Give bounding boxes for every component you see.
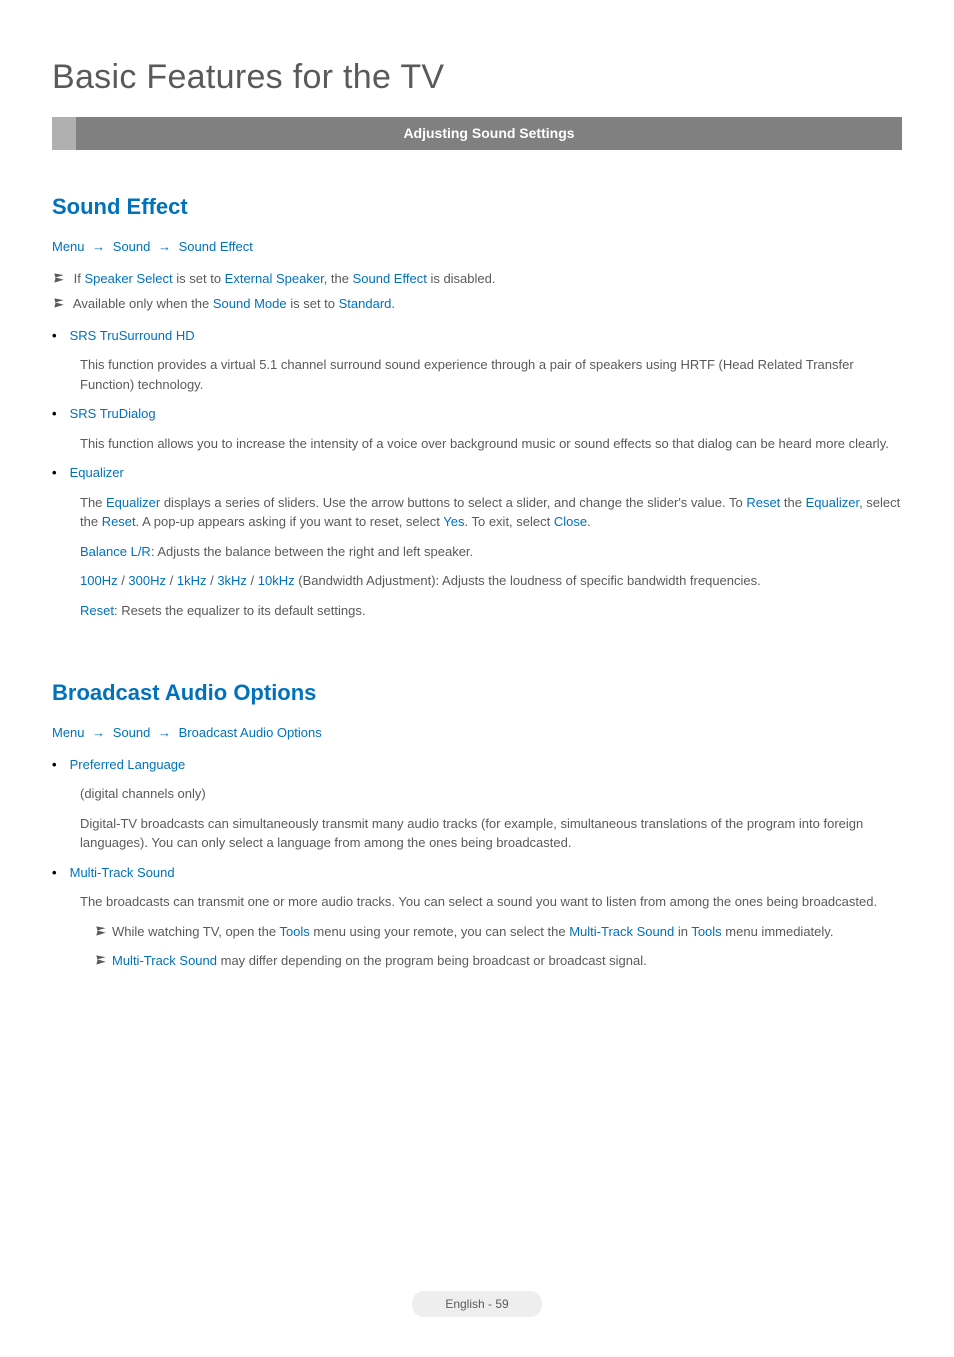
note-text: If Speaker Select is set to External Spe… [74, 271, 496, 286]
note-tools-menu: While watching TV, open the Tools menu u… [94, 922, 902, 942]
note-icon [52, 271, 66, 285]
section-bar: Adjusting Sound Settings [52, 117, 902, 150]
reset-para: Reset: Resets the equalizer to its defau… [80, 601, 902, 621]
arrow-icon: → [88, 239, 109, 254]
list-item-preferred-language: Preferred Language (digital channels onl… [66, 755, 902, 853]
item-para: This function allows you to increase the… [80, 434, 902, 454]
item-para: Digital-TV broadcasts can simultaneously… [80, 814, 902, 853]
note-text: Available only when the Sound Mode is se… [73, 296, 395, 311]
item-sub: (digital channels only) [80, 784, 902, 804]
bands-para: 100Hz / 300Hz / 1kHz / 3kHz / 10kHz (Ban… [80, 571, 902, 591]
item-para: This function provides a virtual 5.1 cha… [80, 355, 902, 394]
breadcrumb-sound-effect: Sound Effect [179, 239, 253, 254]
note-text: While watching TV, open the Tools menu u… [112, 922, 902, 942]
chapter-title: Basic Features for the TV [52, 52, 902, 103]
list-item-multi-track: Multi-Track Sound The broadcasts can tra… [66, 863, 902, 971]
arrow-icon: → [88, 725, 109, 740]
equalizer-para: The Equalizer displays a series of slide… [80, 493, 902, 532]
note-icon [94, 953, 108, 967]
breadcrumb-broadcast-audio: Broadcast Audio Options [179, 725, 322, 740]
note-icon [52, 296, 66, 310]
broadcast-block: Broadcast Audio Options Menu → Sound → B… [52, 676, 902, 971]
note-text: Multi-Track Sound may differ depending o… [112, 951, 902, 971]
note-multi-track-differ: Multi-Track Sound may differ depending o… [94, 951, 902, 971]
sound-effect-heading: Sound Effect [52, 190, 902, 223]
item-title: Preferred Language [70, 757, 186, 772]
list-item-equalizer: Equalizer The Equalizer displays a serie… [66, 463, 902, 620]
list-item-trudialog: SRS TruDialog This function allows you t… [66, 404, 902, 453]
item-title: SRS TruSurround HD [70, 328, 195, 343]
note-sound-mode: Available only when the Sound Mode is se… [52, 294, 902, 314]
item-para: The broadcasts can transmit one or more … [80, 892, 902, 912]
breadcrumb-broadcast: Menu → Sound → Broadcast Audio Options [52, 723, 902, 743]
breadcrumb-menu: Menu [52, 239, 85, 254]
arrow-icon: → [154, 239, 175, 254]
broadcast-list: Preferred Language (digital channels onl… [66, 755, 902, 971]
item-title: SRS TruDialog [70, 406, 156, 421]
note-icon [94, 924, 108, 938]
breadcrumb-sound-effect: Menu → Sound → Sound Effect [52, 237, 902, 257]
note-speaker-select: If Speaker Select is set to External Spe… [52, 269, 902, 289]
list-item-trusurround: SRS TruSurround HD This function provide… [66, 326, 902, 395]
sound-effect-block: Sound Effect Menu → Sound → Sound Effect… [52, 190, 902, 620]
breadcrumb-sound: Sound [113, 239, 151, 254]
item-title: Equalizer [70, 465, 124, 480]
page-number-pill: English - 59 [412, 1291, 542, 1317]
breadcrumb-sound: Sound [113, 725, 151, 740]
sound-effect-list: SRS TruSurround HD This function provide… [66, 326, 902, 621]
arrow-icon: → [154, 725, 175, 740]
broadcast-heading: Broadcast Audio Options [52, 676, 902, 709]
balance-para: Balance L/R: Adjusts the balance between… [80, 542, 902, 562]
breadcrumb-menu: Menu [52, 725, 85, 740]
item-title: Multi-Track Sound [70, 865, 175, 880]
